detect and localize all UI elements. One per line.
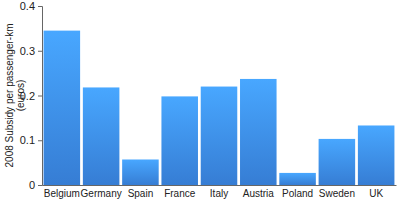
y-tick-mark [38, 185, 42, 186]
y-axis-title: 2008 Subsidy per passenger-km(euros) [4, 24, 26, 168]
x-tick: Sweden [319, 185, 355, 199]
bar [161, 96, 198, 185]
x-tick: Austria [243, 185, 275, 199]
bar [240, 79, 277, 185]
y-tick-mark [38, 96, 42, 97]
bars [44, 31, 395, 185]
y-tick: 0.3 [20, 45, 42, 57]
y-axis-line [38, 7, 43, 186]
x-tick: France [164, 185, 196, 199]
bar [44, 31, 81, 185]
x-tick-label: Poland [282, 188, 313, 199]
x-tick: Italy [210, 185, 228, 199]
y-tick-mark [38, 51, 42, 52]
x-tick-label: UK [369, 188, 383, 199]
x-axis-line [43, 185, 397, 186]
x-tick-label: France [164, 188, 196, 199]
bar [279, 173, 316, 185]
bar [201, 87, 238, 185]
chart: 00.10.20.30.4BelgiumGermanySpainFranceIt… [0, 0, 400, 203]
x-tick-label: Sweden [319, 188, 355, 199]
x-tick: UK [369, 185, 383, 199]
y-tick-label: 0.1 [20, 134, 35, 146]
x-tick-label: Italy [210, 188, 228, 199]
y-tick: 0.1 [20, 134, 42, 146]
x-tick-label: Germany [81, 188, 122, 199]
x-tick: Poland [282, 185, 313, 199]
y-tick-label: 0.4 [20, 0, 35, 12]
x-tick: Spain [128, 185, 154, 199]
bar [319, 139, 356, 185]
x-axis: BelgiumGermany Spain France Italy Austria Pol… [43, 185, 397, 199]
x-tick: Belgium [44, 185, 80, 199]
y-tick-mark [38, 140, 42, 141]
x-tick-label: Belgium [44, 188, 80, 199]
bar [122, 159, 159, 185]
y-tick-mark [38, 6, 42, 7]
x-tick-label: Spain [128, 188, 154, 199]
plot: 00.10.20.30.4BelgiumGermanySpainFranceIt… [20, 0, 397, 199]
x-tick-label: Austria [243, 188, 275, 199]
y-tick-label: 0 [29, 179, 35, 191]
y-tick: 0.4 [20, 0, 42, 12]
bar [358, 125, 395, 185]
bar [83, 87, 120, 185]
y-tick-label: 0.3 [20, 45, 35, 57]
x-tick: Germany [81, 185, 122, 199]
y-tick: 0 [29, 179, 42, 191]
